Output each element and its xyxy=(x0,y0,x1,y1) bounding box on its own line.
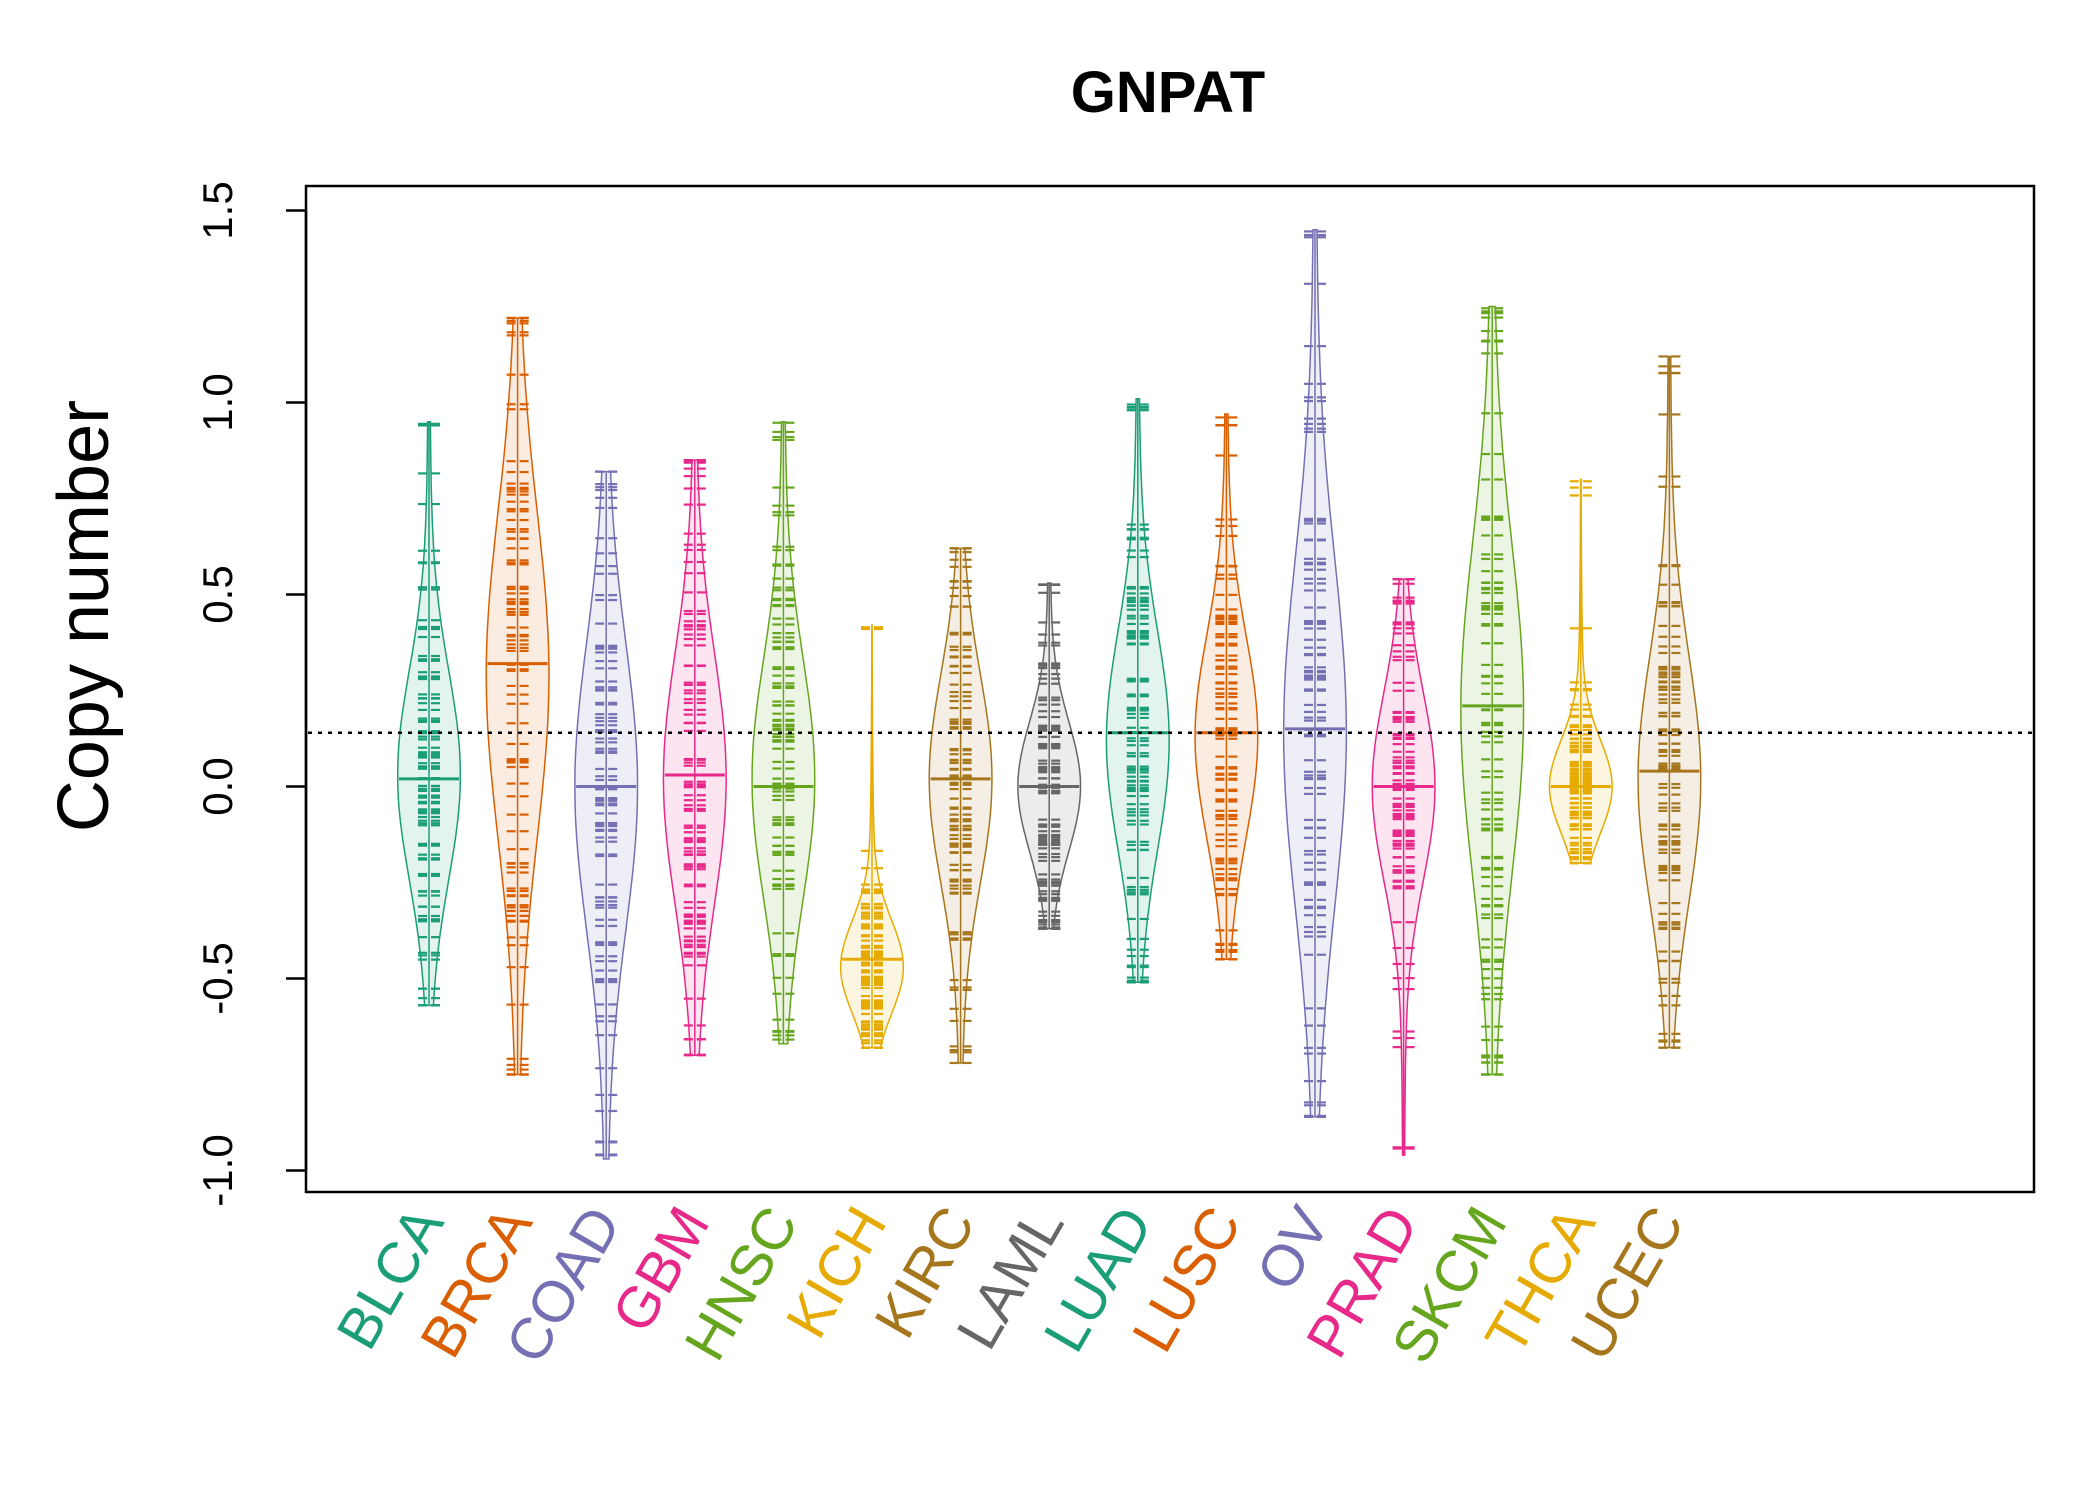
plot-frame xyxy=(304,184,2036,1194)
y-tick-label: -1.0 xyxy=(194,1134,241,1206)
bean-skcm xyxy=(1460,305,1525,1076)
bean-kirc xyxy=(928,547,993,1065)
bean-luad xyxy=(1105,397,1170,984)
bean-blca xyxy=(396,420,462,1007)
bean-gbm xyxy=(662,459,727,1057)
x-axis-category-labels: BLCABRCACOADGBMHNSCKICHKIRCLAMLLUADLUSCO… xyxy=(324,1196,1696,1374)
bean-prad xyxy=(1371,578,1436,1156)
y-tick-label: 0.5 xyxy=(194,565,241,623)
y-tick-label: -0.5 xyxy=(194,942,241,1014)
bean-coad xyxy=(574,470,639,1160)
chart-title: GNPAT xyxy=(1071,60,1265,125)
bean-hnsc xyxy=(751,420,816,1045)
y-tick-label: 1.5 xyxy=(194,181,241,239)
bean-ov xyxy=(1282,228,1348,1118)
y-axis-label: Copy number xyxy=(44,400,124,832)
bean-laml xyxy=(1017,582,1082,930)
bean-kich xyxy=(839,624,905,1049)
bean-lusc xyxy=(1194,413,1259,961)
bean-brca xyxy=(485,316,550,1076)
bean-ucec xyxy=(1637,355,1702,1049)
bean-thca xyxy=(1548,478,1613,865)
y-axis: -1.0 -0.5 0.0 0.5 1.0 1.5 xyxy=(194,181,308,1207)
y-tick-label: 1.0 xyxy=(194,373,241,431)
beans xyxy=(396,228,1702,1160)
y-tick-label: 0.0 xyxy=(194,757,241,815)
